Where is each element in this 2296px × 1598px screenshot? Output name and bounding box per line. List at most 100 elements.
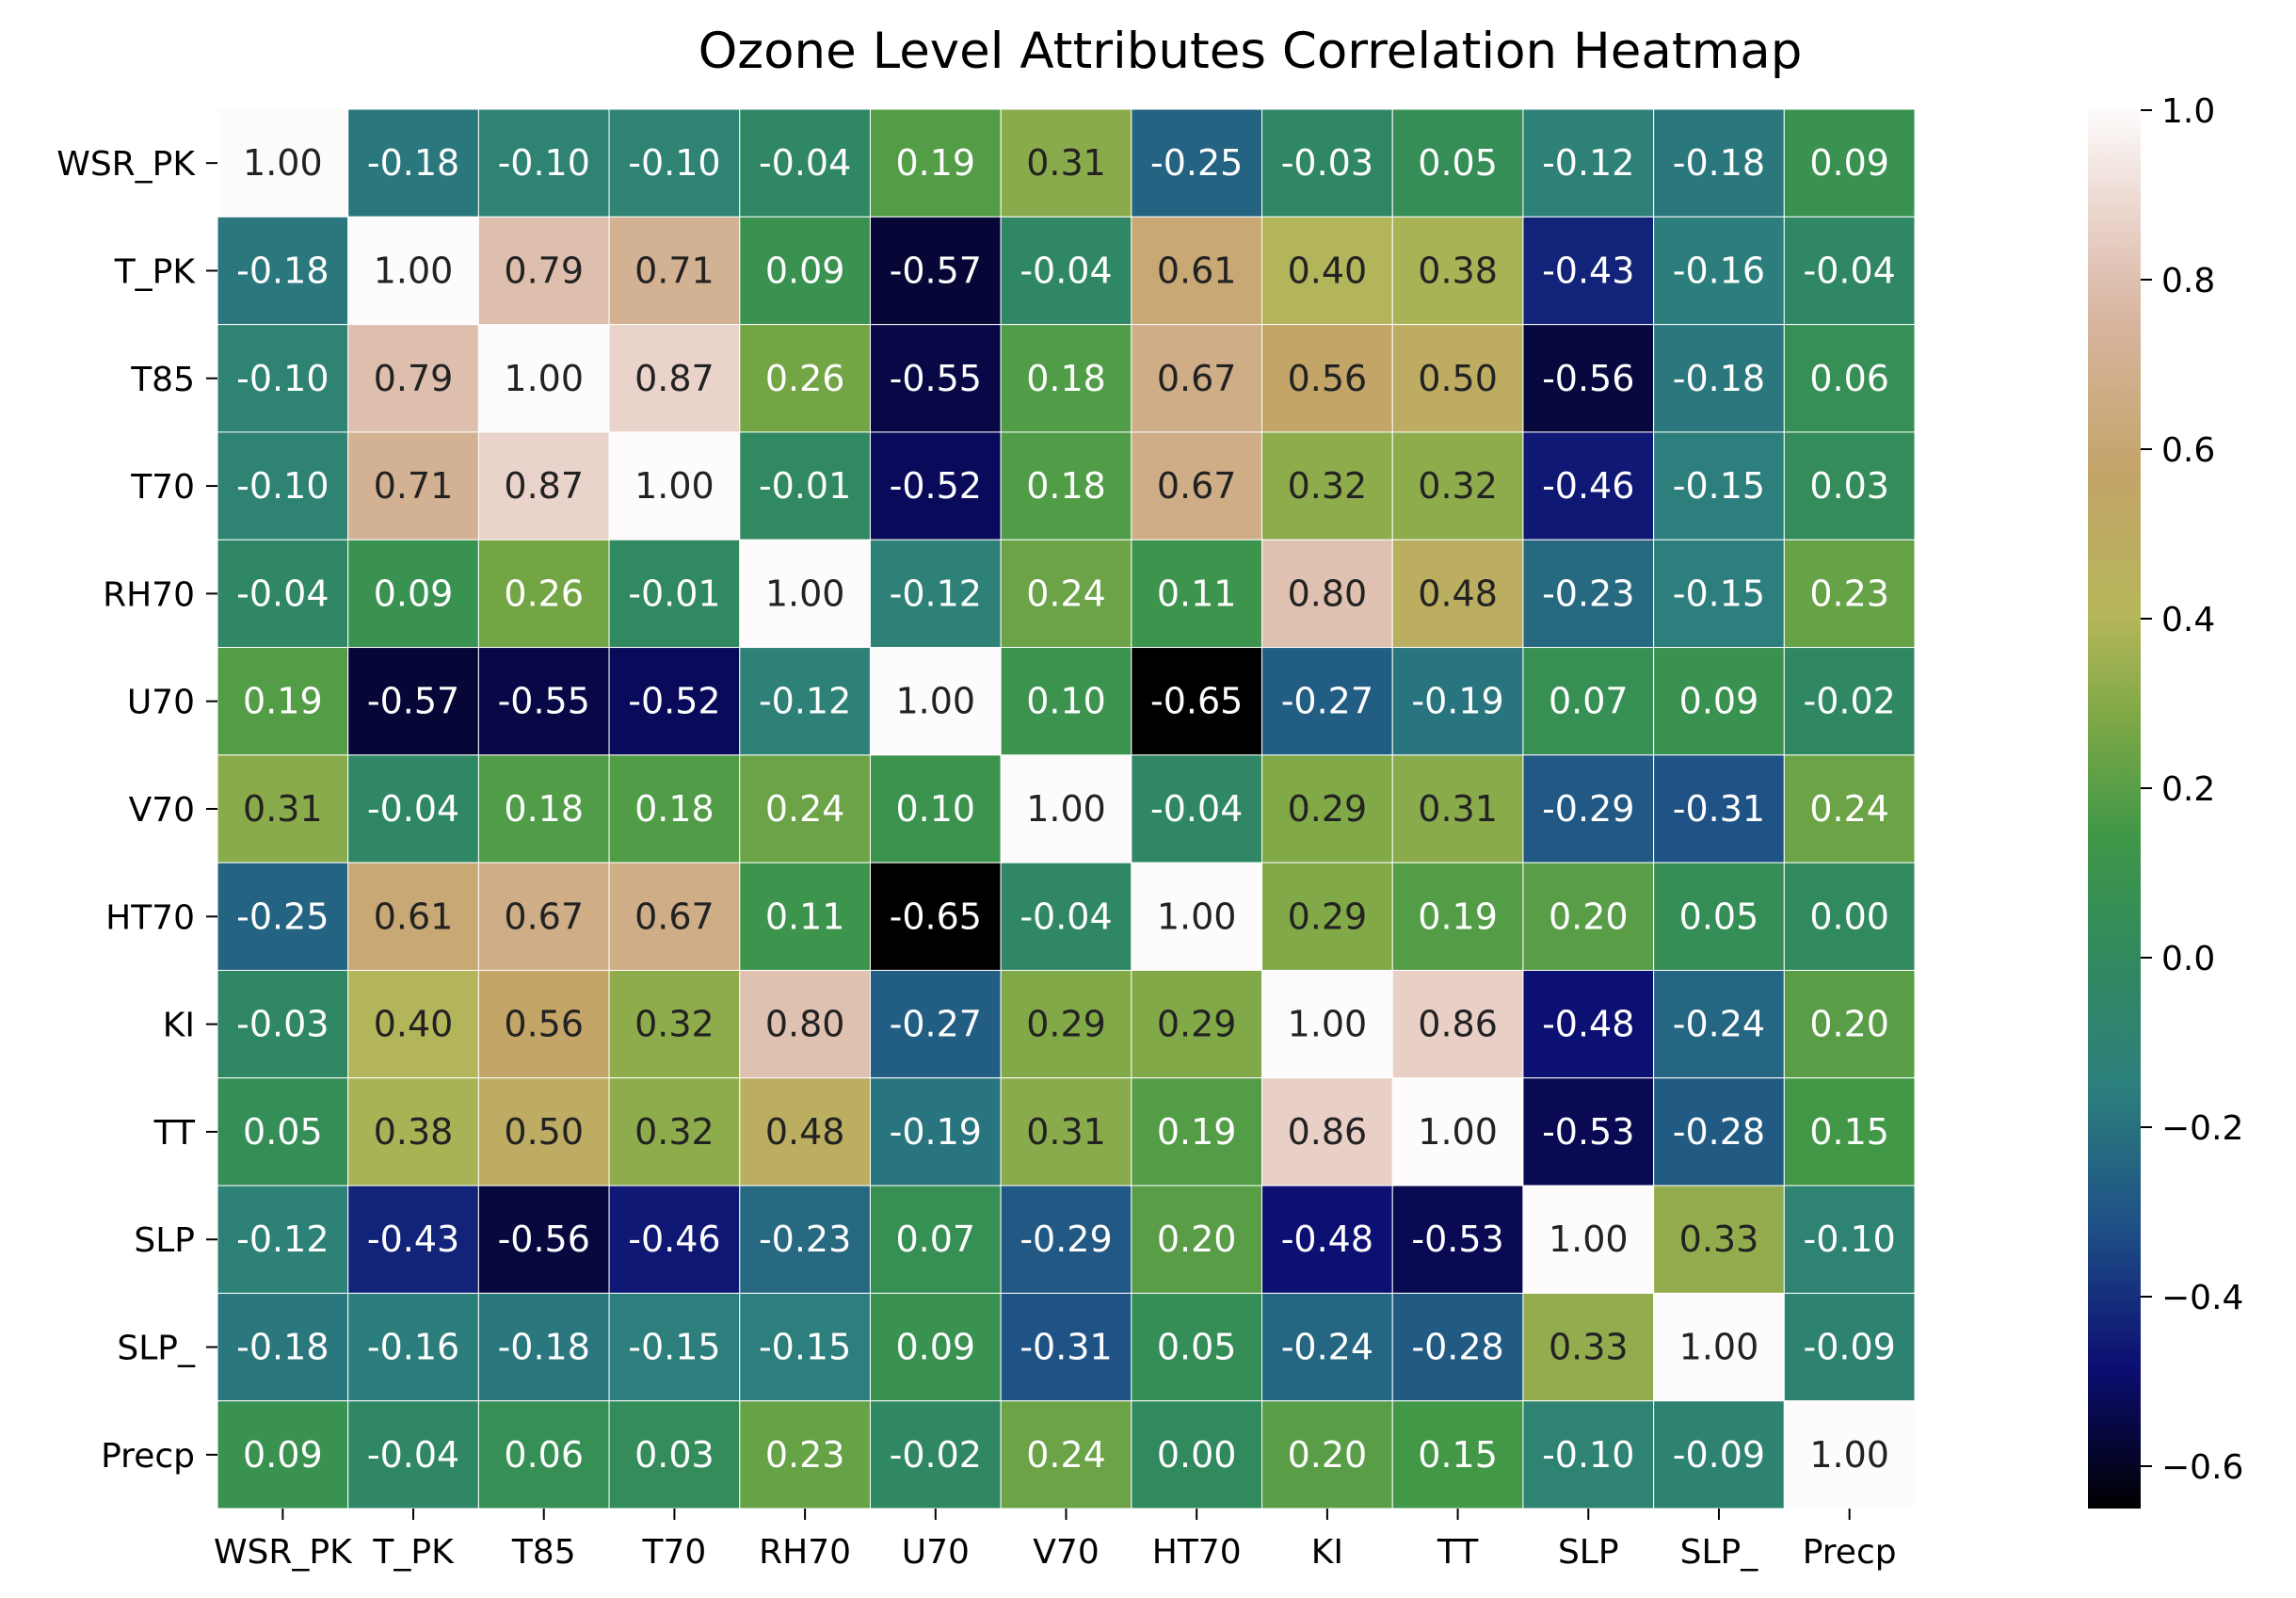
heatmap-cells xyxy=(217,108,1916,1509)
cell-value-label: -0.04 xyxy=(1020,896,1112,937)
heatmap-cell xyxy=(869,431,1002,541)
cell-value-label: -0.01 xyxy=(628,573,720,614)
heatmap-cell xyxy=(477,324,610,433)
heatmap-cell xyxy=(1000,754,1132,864)
heatmap-cell xyxy=(1131,754,1263,864)
cell-value-label: -0.18 xyxy=(1673,358,1765,399)
cell-value-label: -0.55 xyxy=(498,681,590,722)
cell-value-label: 0.05 xyxy=(1157,1327,1237,1368)
cell-value-label: -0.16 xyxy=(367,1327,459,1368)
x-axis: WSR_PK T_PK T85 T70 RH70 U70 V70 HT70 KI TT SLP SLP… xyxy=(214,1509,1897,1572)
x-tick-label: T70 xyxy=(642,1533,707,1572)
x-tick-label: V70 xyxy=(1033,1533,1099,1572)
heatmap-cell xyxy=(1783,1077,1916,1186)
y-tick-label: WSR_PK xyxy=(56,145,196,184)
cell-value-label: -0.43 xyxy=(1542,250,1634,291)
cell-value-label: 1.00 xyxy=(896,681,976,722)
cell-value-label: -0.10 xyxy=(1803,1219,1895,1260)
heatmap-cell xyxy=(1391,108,1524,218)
heatmap-cell xyxy=(869,754,1002,864)
cell-value-label: 0.24 xyxy=(1026,573,1106,614)
heatmap-cell xyxy=(1653,647,1785,756)
heatmap-cell xyxy=(217,1077,349,1186)
heatmap-cell xyxy=(477,108,610,218)
heatmap-cell xyxy=(347,1185,479,1294)
cell-value-label: -0.04 xyxy=(1803,250,1895,291)
heatmap-cell xyxy=(477,431,610,541)
cell-value-label: -0.04 xyxy=(759,142,851,184)
heatmap-cell xyxy=(1261,216,1393,326)
x-tick-label: KI xyxy=(1311,1533,1343,1572)
x-tick-label: U70 xyxy=(902,1533,970,1572)
x-tick-label: TT xyxy=(1437,1533,1479,1572)
cell-value-label: -0.43 xyxy=(367,1219,459,1260)
heatmap-cell xyxy=(1261,647,1393,756)
cell-value-label: 0.48 xyxy=(1418,573,1498,614)
cell-value-label: 0.26 xyxy=(765,358,845,399)
cell-value-label: -0.12 xyxy=(890,573,982,614)
cell-value-label: 0.40 xyxy=(1288,250,1368,291)
heatmap-cell xyxy=(608,647,741,756)
cell-value-label: -0.56 xyxy=(1542,358,1634,399)
cell-value-label: 0.71 xyxy=(374,465,454,507)
heatmap-cell xyxy=(217,1400,349,1509)
heatmap-cell xyxy=(217,754,349,864)
heatmap-cell xyxy=(1783,1400,1916,1509)
heatmap-cell xyxy=(1653,108,1785,218)
cell-value-label: -0.02 xyxy=(1803,681,1895,722)
cell-value-label: -0.15 xyxy=(759,1327,851,1368)
cell-value-label: -0.10 xyxy=(1542,1434,1634,1476)
heatmap-cell xyxy=(608,754,741,864)
cell-value-label: 0.20 xyxy=(1809,1004,1889,1045)
cell-value-label: 0.18 xyxy=(634,788,714,830)
cell-value-label: 0.29 xyxy=(1157,1004,1237,1045)
cell-value-label: 0.24 xyxy=(765,788,845,830)
cell-value-label: 0.31 xyxy=(243,788,323,830)
heatmap-cell xyxy=(1522,1077,1655,1186)
heatmap-cell xyxy=(1783,216,1916,326)
heatmap-cell xyxy=(1653,1185,1785,1294)
heatmap-cell xyxy=(1131,431,1263,541)
cell-value-label: 0.23 xyxy=(1809,573,1889,614)
colorbar: 1.0 0.8 0.6 0.4 0.2 0.0 −0.2 −0.4 −0.6 xyxy=(2088,92,2243,1509)
cell-value-label: -0.31 xyxy=(1673,788,1765,830)
cell-value-label: 0.11 xyxy=(765,896,845,937)
heatmap-cell xyxy=(1653,1292,1785,1402)
x-tick-label: RH70 xyxy=(759,1533,851,1572)
cell-value-label: 0.56 xyxy=(1288,358,1368,399)
cell-value-label: 0.05 xyxy=(1418,142,1498,184)
cell-value-label: -0.24 xyxy=(1673,1004,1765,1045)
heatmap-cell xyxy=(1783,1292,1916,1402)
cell-value-label: -0.53 xyxy=(1411,1219,1503,1260)
cell-value-label: 0.00 xyxy=(1809,896,1889,937)
heatmap-cell xyxy=(477,216,610,326)
heatmap-cell xyxy=(477,754,610,864)
cell-value-label: -0.57 xyxy=(890,250,982,291)
heatmap-cell xyxy=(1391,969,1524,1079)
cell-value-label: -0.27 xyxy=(1281,681,1373,722)
heatmap-cell xyxy=(1261,1292,1393,1402)
cell-value-label: 0.19 xyxy=(896,142,976,184)
cell-value-label: 0.29 xyxy=(1026,1004,1106,1045)
cell-value-label: -0.04 xyxy=(1150,788,1243,830)
cell-value-label: -0.18 xyxy=(236,1327,329,1368)
cell-value-label: -0.12 xyxy=(759,681,851,722)
colorbar-tick-label: 1.0 xyxy=(2161,92,2215,131)
heatmap-cell xyxy=(739,1185,871,1294)
cell-value-label: -0.15 xyxy=(628,1327,720,1368)
cell-value-label: -0.15 xyxy=(1673,573,1765,614)
cell-value-label: 0.15 xyxy=(1418,1434,1498,1476)
heatmap-cell xyxy=(1131,1077,1263,1186)
heatmap-cell xyxy=(1653,969,1785,1079)
cell-value-label: 0.67 xyxy=(504,896,584,937)
heatmap-cell xyxy=(739,754,871,864)
cell-value-label: 0.06 xyxy=(1809,358,1889,399)
cell-value-label: -0.19 xyxy=(890,1111,982,1153)
colorbar-tick-label: −0.6 xyxy=(2161,1448,2243,1487)
y-tick-label: SLP_ xyxy=(117,1330,196,1368)
cell-value-label: 1.00 xyxy=(1157,896,1237,937)
heatmap-cell xyxy=(347,108,479,218)
cell-value-label: -0.01 xyxy=(759,465,851,507)
cell-value-label: -0.15 xyxy=(1673,465,1765,507)
cell-value-label: 0.19 xyxy=(1418,896,1498,937)
